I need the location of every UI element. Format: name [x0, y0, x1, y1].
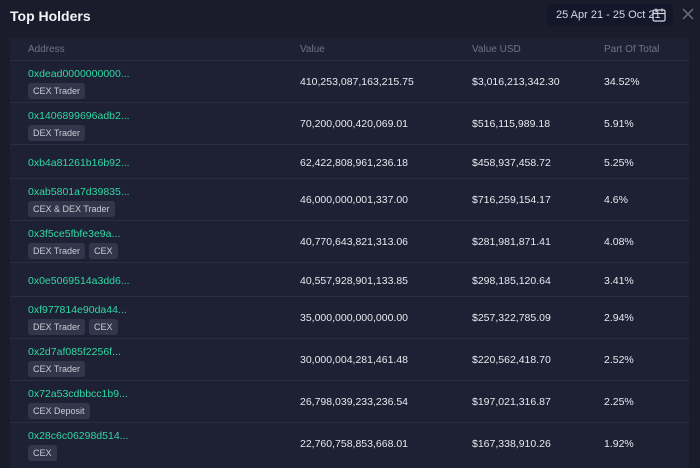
holder-address-link[interactable]: 0x1406899696adb2...: [28, 110, 130, 122]
calendar-icon: [652, 8, 666, 22]
table-row[interactable]: 0x2d7af085f2256f... CEX Trader 30,000,004,…: [10, 338, 689, 381]
table-header: Address Value Value USD Part Of Total: [10, 38, 689, 60]
holder-tag: CEX: [89, 319, 118, 335]
table-row[interactable]: 0xb4a81261b16b92... 62,422,808,961,236.18…: [10, 144, 689, 179]
value-cell: 26,798,039,233,236.54: [300, 396, 409, 408]
holders-table: Address Value Value USD Part Of Total 0x…: [10, 38, 689, 468]
holder-address-link[interactable]: 0x28c6c06298d514...: [28, 430, 129, 442]
part-of-total-cell: 5.91%: [604, 118, 634, 130]
holder-tag: DEX Trader: [28, 243, 86, 259]
value-cell: 410,253,087,163,215.75: [300, 76, 414, 88]
value-usd-cell: $298,185,120.64: [472, 275, 551, 287]
holder-address-link[interactable]: 0xab5801a7d39835...: [28, 186, 130, 198]
value-usd-cell: $281,981,871.41: [472, 236, 551, 248]
holder-tag: DEX Trader: [28, 125, 86, 141]
holder-tags: DEX Trader CEX: [28, 319, 118, 335]
date-range-picker[interactable]: 25 Apr 21 - 25 Oct 21: [547, 4, 673, 26]
holder-tags: CEX: [28, 445, 57, 461]
value-usd-cell: $516,115,989.18: [472, 118, 551, 130]
holder-tag: CEX Trader: [28, 83, 86, 99]
value-cell: 22,760,758,853,668.01: [300, 438, 409, 450]
holder-tag: DEX Trader: [28, 319, 86, 335]
value-usd-cell: $257,322,785.09: [472, 312, 551, 324]
column-header-value[interactable]: Value: [300, 44, 325, 55]
table-row[interactable]: 0x72a53cdbbcc1b9... CEX Deposit 26,798,039…: [10, 380, 689, 423]
holder-tag: CEX & DEX Trader: [28, 201, 115, 217]
holder-tag: CEX Deposit: [28, 403, 90, 419]
holder-tag: CEX: [89, 243, 118, 259]
part-of-total-cell: 2.94%: [604, 312, 634, 324]
page-title: Top Holders: [10, 8, 91, 24]
holder-tag: CEX Trader: [28, 361, 86, 377]
part-of-total-cell: 4.08%: [604, 236, 634, 248]
close-icon[interactable]: [682, 8, 694, 20]
holder-address-link[interactable]: 0x3f5ce5fbfe3e9a...: [28, 228, 121, 240]
holder-tag: CEX: [28, 445, 57, 461]
part-of-total-cell: 5.25%: [604, 157, 634, 169]
column-header-value-usd[interactable]: Value USD: [472, 44, 521, 55]
part-of-total-cell: 34.52%: [604, 76, 640, 88]
holder-tags: CEX Trader: [28, 83, 86, 99]
table-row[interactable]: 0x3f5ce5fbfe3e9a... DEX Trader CEX 40,770,6…: [10, 220, 689, 263]
table-row[interactable]: 0xab5801a7d39835... CEX & DEX Trader 46,00…: [10, 178, 689, 221]
table-row[interactable]: 0x1406899696adb2... DEX Trader 70,200,000,…: [10, 102, 689, 145]
holder-address-link[interactable]: 0x72a53cdbbcc1b9...: [28, 388, 128, 400]
value-cell: 40,557,928,901,133.85: [300, 275, 409, 287]
value-usd-cell: $167,338,910.26: [472, 438, 551, 450]
holder-tags: DEX Trader CEX: [28, 243, 118, 259]
value-cell: 46,000,000,001,337.00: [300, 194, 409, 206]
value-cell: 70,200,000,420,069.01: [300, 118, 409, 130]
value-usd-cell: $458,937,458.72: [472, 157, 551, 169]
holder-tags: DEX Trader: [28, 125, 86, 141]
value-cell: 35,000,000,000,000.00: [300, 312, 409, 324]
part-of-total-cell: 2.25%: [604, 396, 634, 408]
header: Top Holders 25 Apr 21 - 25 Oct 21: [0, 0, 700, 36]
value-cell: 62,422,808,961,236.18: [300, 157, 409, 169]
table-row[interactable]: 0xf977814e90da44... DEX Trader CEX 35,000,0…: [10, 296, 689, 339]
value-usd-cell: $220,562,418.70: [472, 354, 551, 366]
table-row[interactable]: 0x0e5069514a3dd6... 40,557,928,901,133.85…: [10, 262, 689, 297]
holder-address-link[interactable]: 0xb4a81261b16b92...: [28, 157, 130, 169]
table-row[interactable]: 0x28c6c06298d514... CEX 22,760,758,853,668…: [10, 422, 689, 465]
column-header-address[interactable]: Address: [28, 44, 65, 55]
holder-tags: CEX Deposit: [28, 403, 90, 419]
value-usd-cell: $3,016,213,342.30: [472, 76, 560, 88]
date-range-label: 25 Apr 21 - 25 Oct 21: [556, 9, 661, 21]
part-of-total-cell: 1.92%: [604, 438, 634, 450]
holder-address-link[interactable]: 0x2d7af085f2256f...: [28, 346, 121, 358]
value-cell: 40,770,643,821,313.06: [300, 236, 409, 248]
part-of-total-cell: 4.6%: [604, 194, 628, 206]
holder-tags: CEX & DEX Trader: [28, 201, 115, 217]
holder-tags: CEX Trader: [28, 361, 86, 377]
holder-address-link[interactable]: 0x0e5069514a3dd6...: [28, 275, 130, 287]
holder-address-link[interactable]: 0xdead0000000000...: [28, 68, 130, 80]
column-header-part-of-total[interactable]: Part Of Total: [604, 44, 660, 55]
value-usd-cell: $716,259,154.17: [472, 194, 551, 206]
value-usd-cell: $197,021,316.87: [472, 396, 551, 408]
part-of-total-cell: 3.41%: [604, 275, 634, 287]
part-of-total-cell: 2.52%: [604, 354, 634, 366]
value-cell: 30,000,004,281,461.48: [300, 354, 409, 366]
holder-address-link[interactable]: 0xf977814e90da44...: [28, 304, 127, 316]
table-row[interactable]: 0xdead0000000000... CEX Trader 410,253,087…: [10, 60, 689, 103]
